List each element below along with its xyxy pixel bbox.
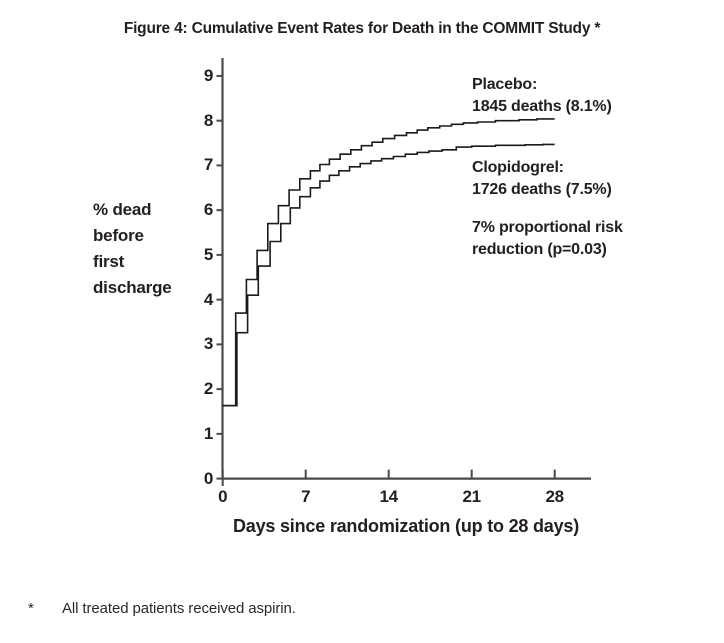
clopidogrel-annotation: Clopidogrel: 1726 deaths (7.5%)	[472, 159, 612, 198]
y-tick-label-2: 2	[203, 379, 213, 399]
y-tick-label-5: 5	[203, 244, 213, 264]
y-tick-label-1: 1	[203, 423, 213, 443]
y-tick-label-6: 6	[203, 200, 213, 220]
x-tick-label-14: 14	[379, 487, 399, 506]
x-tick-label-28: 28	[545, 487, 565, 506]
y-tick-label-8: 8	[203, 110, 213, 130]
x-axis-title: Days since randomization (up to 28 days)	[232, 516, 580, 536]
y-tick-label-7: 7	[203, 155, 213, 175]
footnote-text: All treated patients received aspirin.	[62, 600, 296, 617]
figure-title: Figure 4: Cumulative Event Rates for Dea…	[123, 20, 601, 37]
x-tick-label-0: 0	[218, 487, 228, 506]
footnote-asterisk: *	[28, 600, 34, 617]
risk-reduction-annotation: 7% proportional risk reduction (p=0.03)	[472, 219, 623, 258]
y-tick-label-0: 0	[203, 468, 213, 488]
curve-clopidogrel	[222, 143, 555, 407]
x-tick-label-21: 21	[462, 487, 482, 506]
y-tick-label-9: 9	[203, 65, 213, 85]
x-tick-label-7: 7	[301, 487, 311, 506]
y-axis-title: % dead before first discharge	[93, 200, 172, 297]
placebo-annotation: Placebo: 1845 deaths (8.1%)	[472, 76, 612, 115]
y-tick-label-3: 3	[203, 334, 213, 354]
y-tick-label-4: 4	[203, 289, 213, 309]
curve-placebo	[222, 118, 555, 407]
